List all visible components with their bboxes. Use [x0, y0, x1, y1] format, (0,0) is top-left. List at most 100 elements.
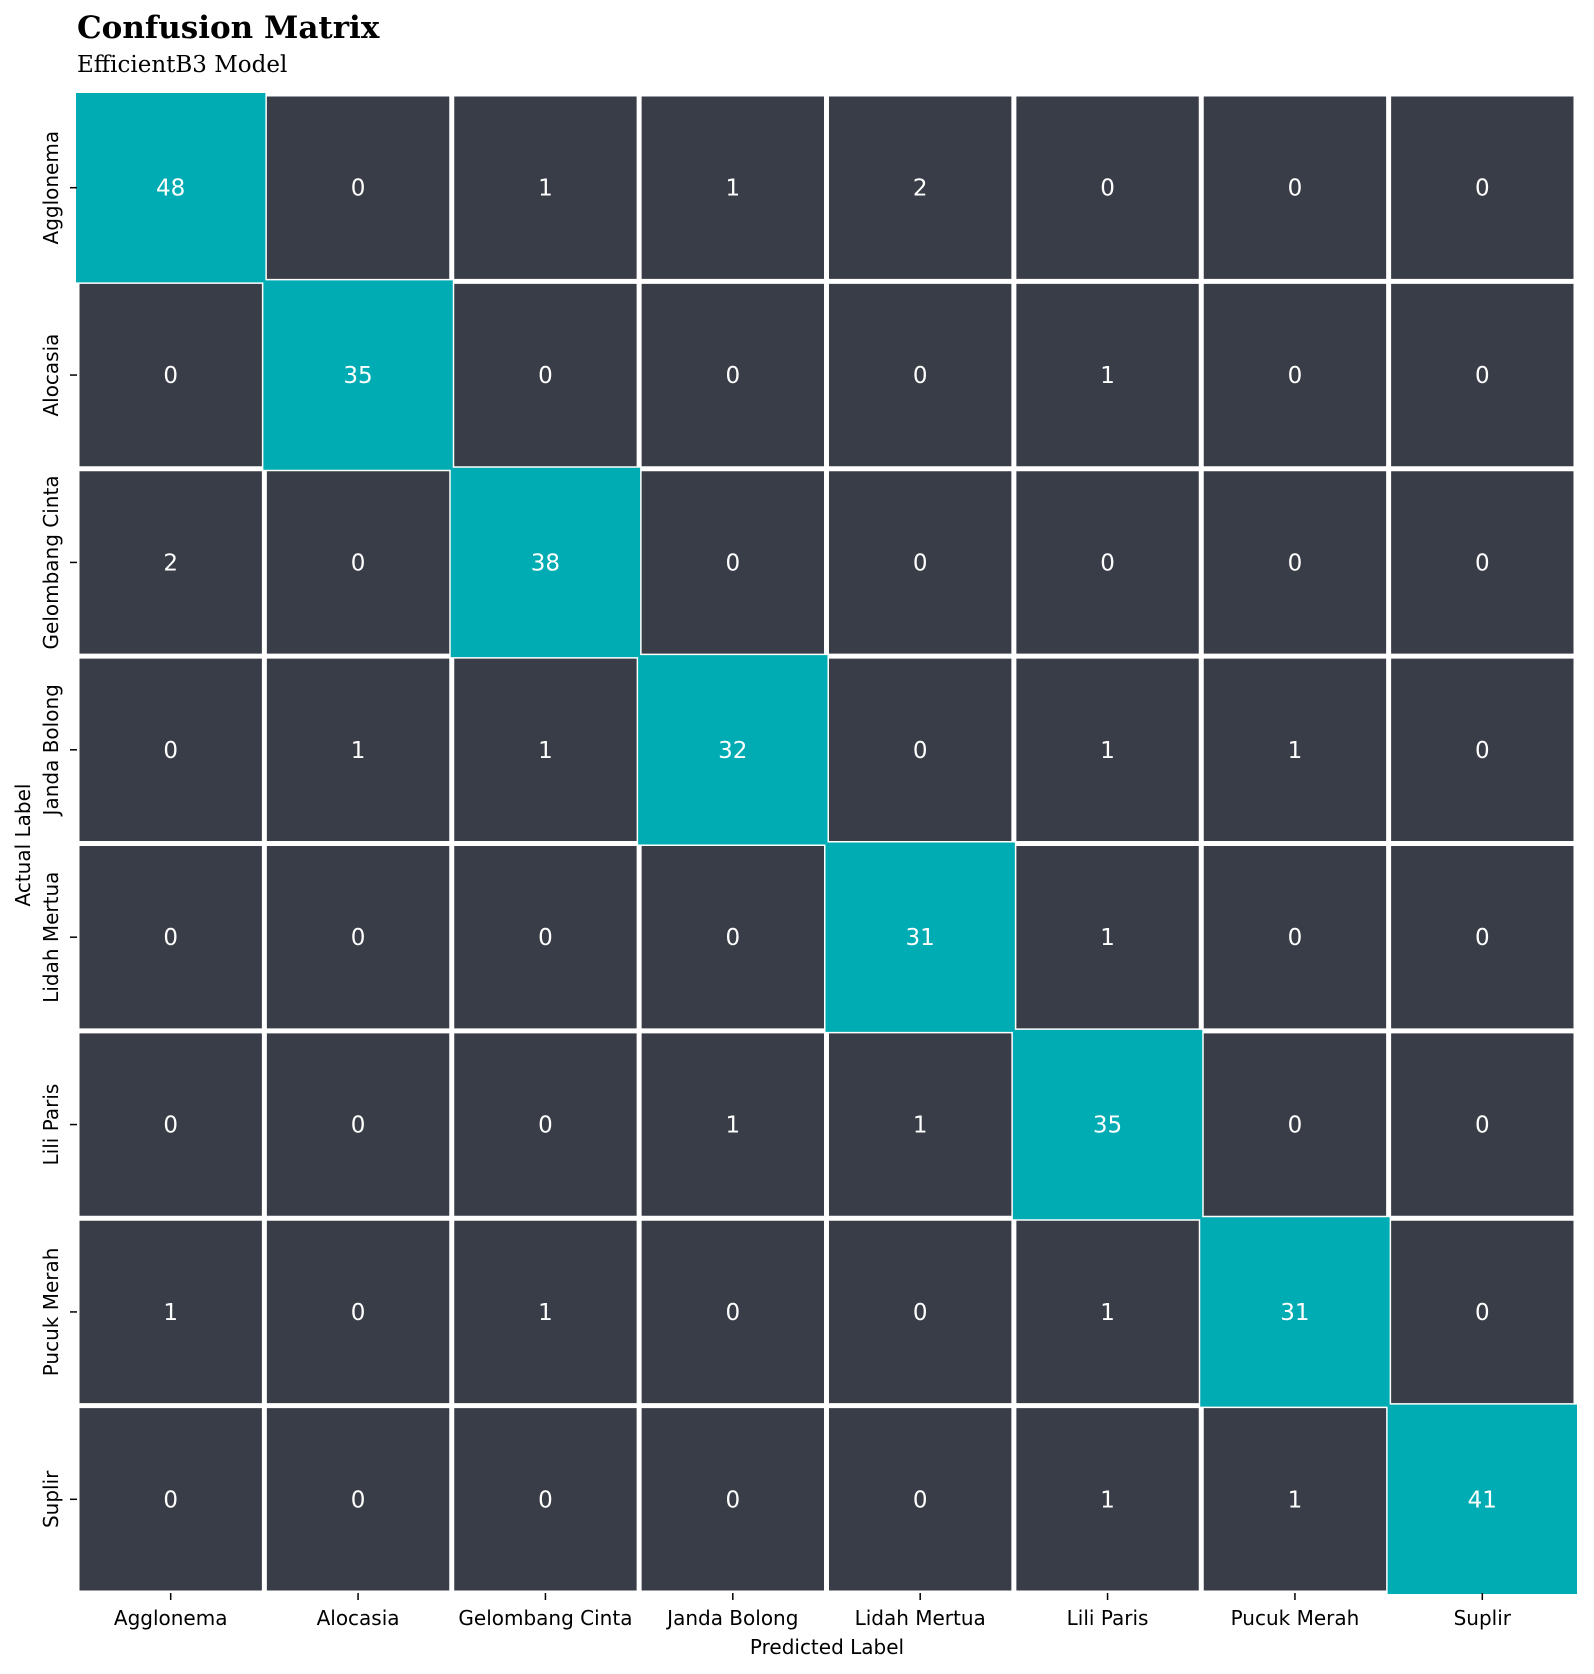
cell-value: 1: [1100, 1300, 1115, 1326]
chart-title: Confusion Matrix: [77, 10, 380, 46]
heatmap-cell: [1203, 846, 1387, 1029]
cell-value: 0: [351, 176, 366, 202]
cell-value: 0: [1475, 363, 1490, 389]
cell-value: 1: [1100, 925, 1115, 951]
heatmap-cell-diagonal: [76, 93, 266, 283]
x-axis-ticks: Agglonema Alocasia Gelombang Cinta Janda Bo…: [114, 1593, 1512, 1630]
heatmap-cell: [641, 1220, 824, 1404]
cell-value: 0: [163, 1487, 178, 1513]
heatmap-cell: [1016, 1220, 1199, 1404]
heatmap-cell: [829, 1220, 1012, 1404]
heatmap-cell: [641, 471, 824, 654]
heatmap-cell: [1391, 846, 1574, 1029]
heatmap-cell: [79, 471, 262, 654]
cell-value: 0: [163, 1113, 178, 1139]
cell-value: 1: [1100, 363, 1115, 389]
heatmap-cell: [266, 96, 450, 279]
y-tick-label: Lili Paris: [39, 1084, 63, 1166]
heatmap-cell-diagonal: [263, 280, 453, 470]
cell-value: 0: [163, 738, 178, 764]
cell-value: 0: [1288, 363, 1303, 389]
heatmap-cell: [79, 658, 262, 841]
y-axis-ticks: Agglonema Alocasia Gelombang Cinta Janda Bo…: [39, 131, 77, 1528]
cell-value: 0: [1288, 550, 1303, 576]
heatmap-cell: [454, 1220, 637, 1404]
cell-value: 48: [156, 176, 185, 202]
cell-value: 0: [913, 550, 928, 576]
heatmap-values: 48 0 1 1 2 0 0 0 0 35 0 0 0 1 0 0 2 0 38 0 0 0 0 0 0 1 1 32 0 1 1 0 0 0 0 0…: [156, 176, 1497, 1514]
x-tick-label: Lili Paris: [1067, 1606, 1149, 1630]
cell-value: 2: [163, 550, 178, 576]
cell-value: 0: [1475, 176, 1490, 202]
y-tick-label: Janda Bolong: [39, 684, 63, 817]
cell-value: 0: [1475, 1113, 1490, 1139]
heatmap-cell: [79, 283, 262, 467]
cell-value: 0: [1475, 738, 1490, 764]
cell-value: 1: [538, 1300, 553, 1326]
cell-value: 0: [538, 1113, 553, 1139]
heatmap-cell-diagonal: [1387, 1404, 1577, 1594]
heatmap-cell-diagonal: [638, 655, 828, 845]
heatmap-cell: [641, 1408, 824, 1591]
heatmap-cell: [1203, 283, 1387, 467]
cell-value: 31: [906, 925, 935, 951]
cell-value: 0: [538, 1487, 553, 1513]
heatmap-cell: [1016, 1408, 1199, 1591]
cell-value: 2: [913, 176, 928, 202]
heatmap-cell: [454, 283, 637, 467]
x-axis-label: Predicted Label: [750, 1635, 904, 1659]
heatmap-cell-diagonal: [1012, 1029, 1203, 1220]
cell-value: 1: [913, 1113, 928, 1139]
cell-value: 0: [725, 1487, 740, 1513]
cell-value: 0: [1475, 1300, 1490, 1326]
cell-value: 0: [1288, 1113, 1303, 1139]
heatmap-cell: [79, 846, 262, 1029]
y-tick-label: Suplir: [39, 1470, 63, 1528]
cell-value: 32: [718, 738, 747, 764]
cell-value: 1: [725, 176, 740, 202]
cell-value: 1: [538, 738, 553, 764]
cell-value: 0: [538, 363, 553, 389]
heatmap-cell: [1203, 658, 1387, 841]
x-tick-label: Alocasia: [317, 1606, 400, 1630]
heatmap-cell: [1391, 658, 1574, 841]
heatmap-cell: [1391, 1033, 1574, 1216]
heatmap-cell: [1016, 658, 1199, 841]
heatmap-cell: [454, 1408, 637, 1591]
x-tick-label: Gelombang Cinta: [458, 1606, 632, 1630]
cell-value: 0: [913, 363, 928, 389]
heatmap-cell-diagonal: [1200, 1217, 1390, 1407]
cell-value: 0: [351, 550, 366, 576]
heatmap-cell: [641, 283, 824, 467]
cell-value: 1: [351, 738, 366, 764]
heatmap-cell: [1016, 471, 1199, 654]
cell-value: 0: [351, 1487, 366, 1513]
x-tick-label: Janda Bolong: [665, 1606, 798, 1630]
heatmap-cell-diagonal: [825, 842, 1015, 1032]
cell-value: 1: [163, 1300, 178, 1326]
cell-value: 0: [725, 550, 740, 576]
y-tick-label: Gelombang Cinta: [39, 475, 63, 649]
heatmap-cell: [266, 658, 450, 841]
x-tick-label: Suplir: [1454, 1606, 1512, 1630]
heatmap-cell: [1391, 1220, 1574, 1404]
cell-value: 0: [913, 1300, 928, 1326]
y-tick-label: Lidah Mertua: [39, 872, 63, 1003]
cell-value: 0: [1100, 550, 1115, 576]
cell-value: 0: [351, 925, 366, 951]
heatmap-cell: [1391, 283, 1574, 467]
x-tick-label: Pucuk Merah: [1231, 1606, 1360, 1630]
cell-value: 1: [1100, 738, 1115, 764]
cell-value: 0: [725, 925, 740, 951]
y-axis-label: Actual Label: [11, 784, 35, 907]
heatmap-cell: [79, 1408, 262, 1591]
y-tick-label: Pucuk Merah: [39, 1248, 63, 1377]
heatmap-cell: [454, 658, 637, 841]
cell-value: 0: [163, 925, 178, 951]
cell-value: 0: [913, 738, 928, 764]
cell-value: 0: [1100, 176, 1115, 202]
cell-value: 1: [1100, 1487, 1115, 1513]
cell-value: 0: [725, 363, 740, 389]
cell-value: 1: [725, 1113, 740, 1139]
